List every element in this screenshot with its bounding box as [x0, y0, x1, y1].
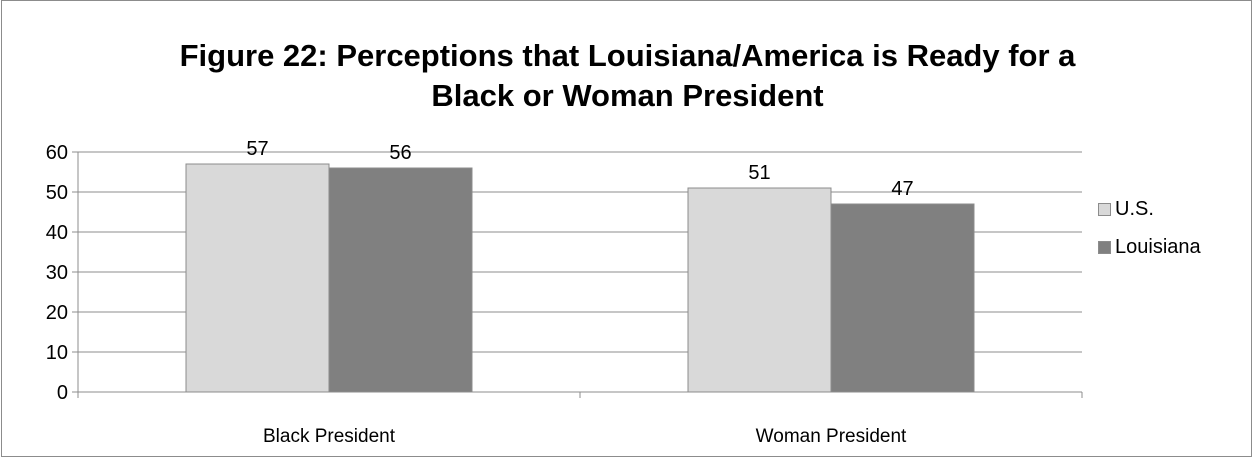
x-category-label-0: Black President — [263, 426, 396, 447]
bar-us-1 — [687, 187, 832, 393]
legend-label-louisiana: Louisiana — [1115, 235, 1201, 258]
data-label-us-0: 57 — [246, 138, 268, 160]
chart-title: Figure 22: Perceptions that Louisiana/Am… — [0, 36, 1255, 116]
legend-label-us: U.S. — [1115, 197, 1154, 220]
legend-swatch-us — [1098, 202, 1111, 216]
y-tick-label-10: 10 — [46, 342, 68, 364]
data-label-us-1: 51 — [748, 162, 770, 184]
y-tick-label-30: 30 — [46, 262, 68, 284]
y-tick-label-40: 40 — [46, 222, 68, 244]
x-category-label-1: Woman President — [756, 426, 907, 447]
legend-item-us: U.S. — [1098, 196, 1201, 222]
data-label-louisiana-1: 47 — [891, 178, 913, 200]
bar-louisiana-1 — [830, 203, 975, 393]
legend: U.S. Louisiana — [1098, 196, 1201, 272]
chart-title-line-2: Black or Woman President — [431, 78, 824, 113]
legend-swatch-louisiana — [1098, 240, 1111, 254]
bar-louisiana-0 — [328, 167, 473, 393]
y-tick-label-50: 50 — [46, 182, 68, 204]
data-label-louisiana-0: 56 — [389, 142, 411, 164]
chart-title-line-1: Figure 22: Perceptions that Louisiana/Am… — [179, 38, 1076, 73]
bar-us-0 — [185, 163, 330, 393]
y-tick-label-60: 60 — [46, 142, 68, 164]
y-tick-label-0: 0 — [57, 382, 68, 404]
y-tick-label-20: 20 — [46, 302, 68, 324]
legend-item-louisiana: Louisiana — [1098, 234, 1201, 260]
